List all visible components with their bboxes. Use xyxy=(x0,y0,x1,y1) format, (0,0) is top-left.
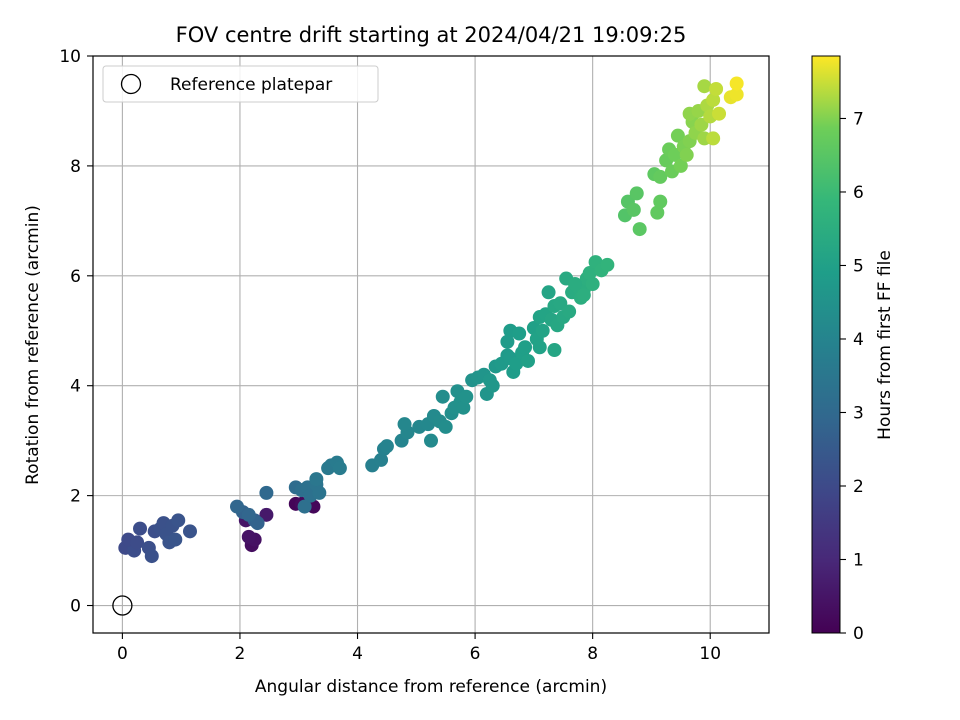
colorbar-tick-label: 4 xyxy=(853,330,864,350)
data-point xyxy=(600,257,615,272)
data-point xyxy=(653,169,668,184)
data-point xyxy=(309,472,324,487)
data-point xyxy=(509,356,524,371)
data-point xyxy=(456,400,471,415)
data-point xyxy=(259,507,274,522)
data-point xyxy=(332,461,347,476)
data-point xyxy=(629,186,644,201)
data-point xyxy=(650,205,665,220)
y-tick-label: 10 xyxy=(59,47,81,67)
x-tick-label: 0 xyxy=(117,644,128,664)
colorbar: 0 1 2 3 4 5 6 7 Hours from first FF file xyxy=(811,55,895,644)
colorbar-tick-label: 3 xyxy=(853,403,864,423)
y-tick-label: 2 xyxy=(70,487,81,507)
data-point xyxy=(576,288,591,303)
data-point xyxy=(500,334,515,349)
data-point xyxy=(679,147,694,162)
data-point xyxy=(435,389,450,404)
data-point xyxy=(706,131,721,146)
colorbar-tick-label: 6 xyxy=(853,183,864,203)
y-axis-ticks: 0 2 4 6 8 10 xyxy=(59,47,93,617)
data-point xyxy=(241,529,256,544)
data-point xyxy=(171,513,186,528)
colorbar-label: Hours from first FF file xyxy=(875,250,895,440)
x-axis-ticks: 0 2 4 6 8 10 xyxy=(117,633,721,664)
chart-title: FOV centre drift starting at 2024/04/21 … xyxy=(176,23,687,47)
data-point xyxy=(585,277,600,292)
data-point xyxy=(512,326,527,341)
data-point xyxy=(130,535,145,550)
data-point xyxy=(712,106,727,121)
data-point xyxy=(568,277,583,292)
data-point xyxy=(562,304,577,319)
data-point xyxy=(312,485,327,500)
data-point xyxy=(670,128,685,143)
x-tick-label: 6 xyxy=(470,644,481,664)
data-point xyxy=(241,507,256,522)
data-point xyxy=(667,147,682,162)
data-point xyxy=(397,417,412,432)
legend-box xyxy=(102,65,379,103)
data-point xyxy=(729,87,744,102)
y-tick-label: 6 xyxy=(70,267,81,287)
colorbar-ticks: 0 1 2 3 4 5 6 7 xyxy=(840,109,864,644)
data-point xyxy=(709,81,724,96)
y-tick-label: 4 xyxy=(70,377,81,397)
plot-area-frame xyxy=(92,55,770,634)
data-point xyxy=(553,296,568,311)
x-axis-label: Angular distance from reference (arcmin) xyxy=(255,677,607,697)
reference-platepar-marker xyxy=(112,595,133,616)
data-point xyxy=(438,419,453,434)
x-tick-label: 10 xyxy=(699,644,721,664)
colorbar-tick-label: 7 xyxy=(853,109,864,129)
data-point xyxy=(541,285,556,300)
data-point xyxy=(653,194,668,209)
data-point xyxy=(694,117,709,132)
colorbar-tick-label: 2 xyxy=(853,477,864,497)
y-tick-label: 8 xyxy=(70,157,81,177)
data-point xyxy=(424,433,438,448)
data-point xyxy=(706,92,721,107)
grid-lines xyxy=(93,55,769,633)
data-point xyxy=(518,340,533,355)
data-point xyxy=(259,485,274,500)
data-point xyxy=(374,452,389,467)
data-point xyxy=(485,378,500,393)
data-point xyxy=(626,202,641,217)
data-point xyxy=(547,342,562,357)
y-axis-label: Rotation from reference (arcmin) xyxy=(23,205,43,485)
x-tick-label: 8 xyxy=(587,644,598,664)
data-point xyxy=(297,499,312,514)
data-point xyxy=(133,521,148,536)
y-tick-label: 0 xyxy=(70,597,81,617)
data-point xyxy=(250,516,265,531)
colorbar-tick-label: 0 xyxy=(853,624,864,644)
colorbar-tick-label: 1 xyxy=(853,550,864,570)
data-point xyxy=(697,79,712,94)
reference-marker-group xyxy=(112,595,133,616)
data-point xyxy=(532,340,547,355)
legend-entry-reference: Reference platepar xyxy=(170,75,332,95)
data-point xyxy=(729,76,744,91)
data-point xyxy=(182,524,197,539)
legend-reference-marker xyxy=(120,73,142,95)
data-point xyxy=(673,158,688,173)
data-point xyxy=(379,439,394,454)
x-tick-label: 2 xyxy=(235,644,246,664)
data-point xyxy=(230,499,245,514)
data-points xyxy=(118,76,744,564)
data-point xyxy=(168,532,183,547)
data-point xyxy=(144,549,159,564)
data-point xyxy=(459,389,474,404)
data-point xyxy=(520,353,535,368)
colorbar-gradient xyxy=(811,55,841,634)
data-point xyxy=(632,222,647,237)
data-point xyxy=(535,323,550,338)
x-tick-label: 4 xyxy=(352,644,363,664)
colorbar-tick-label: 5 xyxy=(853,256,864,276)
legend: Reference platepar xyxy=(102,65,379,103)
data-point xyxy=(582,266,597,281)
